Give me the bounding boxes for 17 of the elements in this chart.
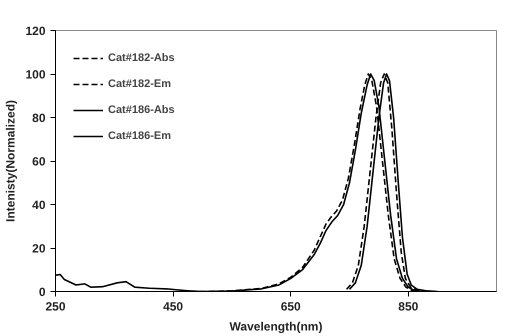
x-tick-label: 250 [45,300,66,314]
y-tick-label: 100 [25,68,46,82]
y-tick-label: 40 [32,198,46,212]
x-axis-title: Wavelength(nm) [230,320,322,334]
x-tick-label: 450 [163,300,184,314]
x-tick-label: 850 [398,300,419,314]
y-tick-label: 120 [25,24,46,38]
y-axis-title: Intenisty(Normalized) [3,100,18,222]
y-tick-label: 60 [32,154,46,168]
y-tick-label: 20 [32,242,46,256]
legend-label: Cat#182-Em [108,78,171,90]
y-tick-label: 80 [32,111,46,125]
y-tick-label: 0 [38,285,46,299]
legend-label: Cat#182-Abs [108,52,175,64]
x-tick-label: 650 [280,300,302,314]
legend-label: Cat#186-Em [108,130,171,142]
legend-label: Cat#186-Abs [108,104,175,116]
